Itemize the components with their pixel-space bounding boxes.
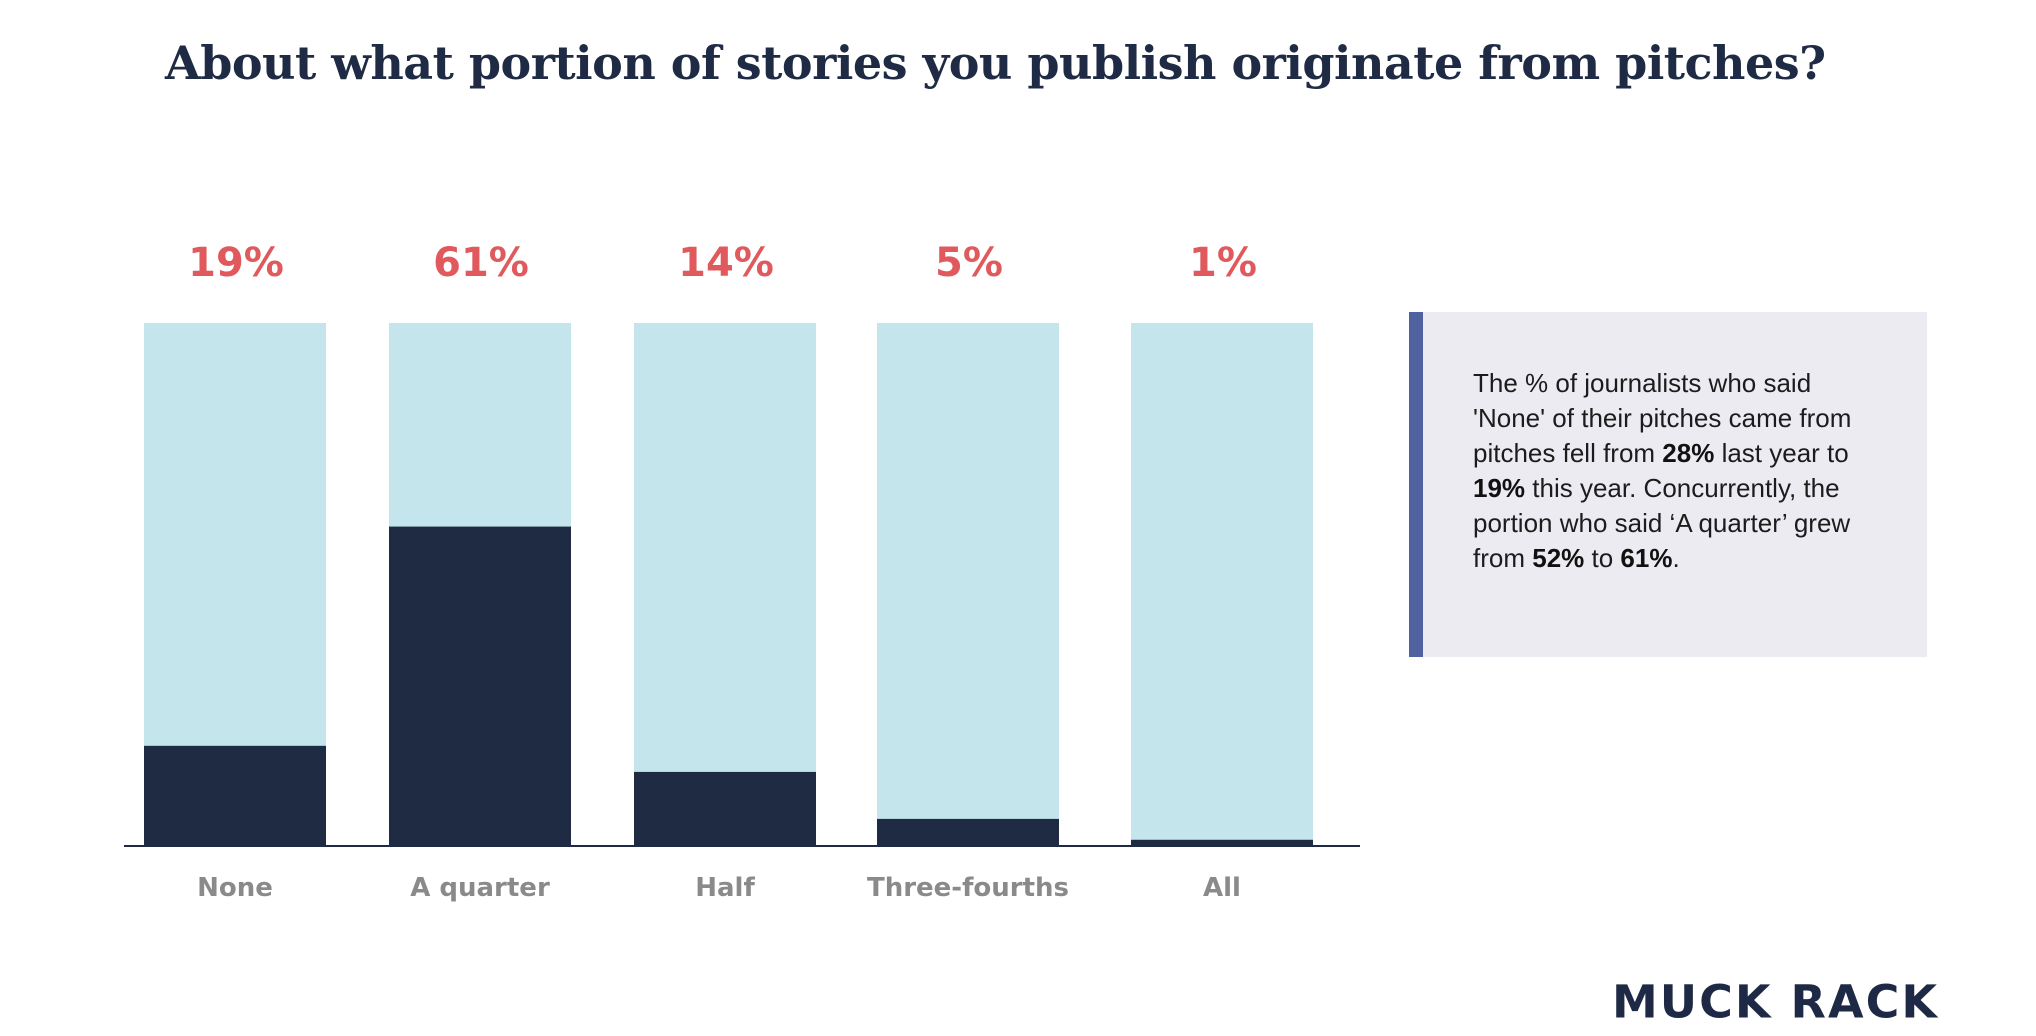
bar-tracks <box>144 323 1313 845</box>
callout-highlight: 28% <box>1662 438 1715 468</box>
muck-rack-logo: MUCK RACK <box>1612 975 1939 1029</box>
chart-title: About what portion of stories you publis… <box>165 36 1826 90</box>
bar-4 <box>1131 839 1313 845</box>
value-label-0: 19% <box>188 240 284 286</box>
value-labels: 19% 61% 14% 5% 1% <box>188 240 1257 286</box>
callout-text: The % of journalists who said 'None' of … <box>1473 366 1887 576</box>
callout-segment: to <box>1584 543 1621 573</box>
category-label-0: None <box>197 873 273 903</box>
bar-3 <box>877 818 1059 845</box>
bar-track-3 <box>877 323 1059 845</box>
callout-highlight: 19% <box>1473 473 1526 503</box>
bar-2 <box>634 771 816 845</box>
bar-0 <box>144 745 326 845</box>
value-label-3: 5% <box>935 240 1003 286</box>
bars <box>144 526 1313 845</box>
category-label-4: All <box>1203 873 1241 903</box>
callout-segment: . <box>1672 543 1680 573</box>
category-label-3: Three-fourths <box>867 873 1069 903</box>
insight-callout: The % of journalists who said 'None' of … <box>1409 312 1927 657</box>
bar-track-4 <box>1131 323 1313 845</box>
bar-chart: 19% 61% 14% 5% 1% None A quarter Half Three-fou… <box>124 240 1360 903</box>
callout-highlight: 61% <box>1620 543 1673 573</box>
category-labels: None A quarter Half Three-fourths All <box>197 873 1241 903</box>
callout-highlight: 52% <box>1532 543 1585 573</box>
bar-1 <box>389 526 571 845</box>
value-label-4: 1% <box>1189 240 1257 286</box>
category-label-2: Half <box>695 873 755 903</box>
value-label-1: 61% <box>433 240 529 286</box>
callout-segment: The % of journalists who said 'None' of … <box>1473 368 1852 468</box>
callout-segment: last year to <box>1714 438 1849 468</box>
callout-segment: this year. Concurrently, the portion who… <box>1473 473 1851 573</box>
value-label-2: 14% <box>678 240 774 286</box>
category-label-1: A quarter <box>410 873 550 903</box>
bar-track-2 <box>634 323 816 845</box>
